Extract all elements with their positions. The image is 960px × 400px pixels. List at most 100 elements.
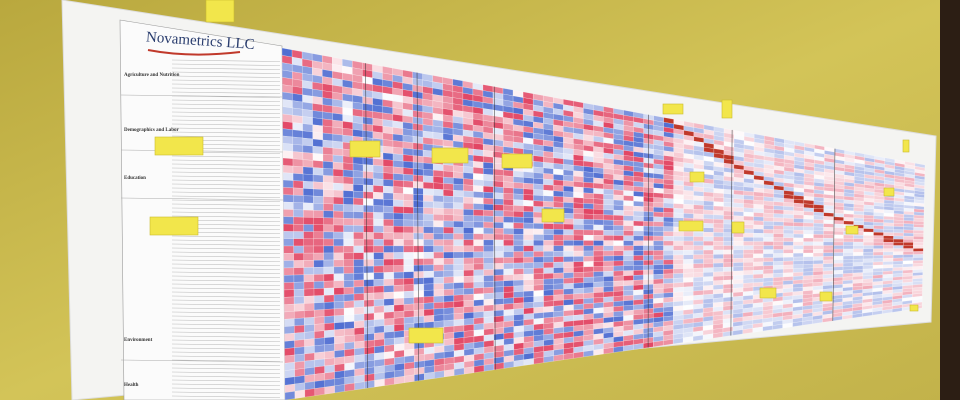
heat-cell <box>343 211 354 219</box>
heat-cell <box>593 172 604 179</box>
heat-cell <box>513 251 524 258</box>
heat-cell <box>413 303 425 311</box>
heat-cell <box>393 173 404 181</box>
heat-cell <box>503 146 514 154</box>
heat-cell <box>882 261 894 266</box>
heat-cell <box>453 319 465 327</box>
heat-cell <box>413 252 424 259</box>
heat-cell <box>743 241 754 246</box>
heat-cell <box>623 285 634 291</box>
heat-cell <box>303 267 314 275</box>
heat-cell <box>473 275 484 283</box>
heat-cell <box>332 147 344 157</box>
heat-cell <box>633 196 644 202</box>
heat-cell <box>503 257 514 264</box>
heat-cell <box>303 202 314 211</box>
heat-cell <box>384 324 395 333</box>
heat-cell <box>383 291 395 300</box>
heat-cell <box>593 193 604 200</box>
heat-cell <box>324 371 335 381</box>
heat-cell <box>663 212 674 218</box>
heat-cell <box>683 236 694 242</box>
heat-cell <box>813 223 824 228</box>
heat-cell <box>453 227 464 234</box>
heat-cell <box>623 190 634 197</box>
heat-cell <box>453 202 464 210</box>
heat-cell <box>302 145 314 154</box>
heat-cell <box>403 187 414 195</box>
heat-cell <box>613 295 624 302</box>
heat-cell <box>743 207 754 213</box>
heat-cell <box>443 189 454 197</box>
heat-cell <box>443 220 454 228</box>
heat-cell <box>374 378 385 388</box>
heat-cell <box>613 240 624 246</box>
heat-cell <box>603 301 614 308</box>
heat-cell <box>773 261 784 266</box>
heat-cell <box>633 299 644 306</box>
heat-cell <box>443 164 454 172</box>
heat-cell <box>413 239 424 246</box>
heat-cell <box>573 229 584 236</box>
heat-cell <box>823 245 834 250</box>
heat-cell <box>344 341 355 350</box>
heat-cell <box>813 245 824 250</box>
heat-cell <box>322 146 334 156</box>
heat-cell <box>533 161 544 168</box>
heat-cell <box>523 273 534 281</box>
heat-cell <box>382 146 394 154</box>
heat-cell <box>312 103 323 112</box>
heat-cell <box>852 262 864 267</box>
heat-cell <box>413 207 424 215</box>
heat-cell <box>583 292 594 299</box>
heat-cell <box>553 245 564 252</box>
heat-cell <box>563 277 574 284</box>
heat-cell <box>573 218 584 225</box>
heat-cell <box>843 241 854 246</box>
heat-cell <box>294 310 305 319</box>
heat-cell <box>673 273 684 279</box>
heat-cell <box>653 259 664 266</box>
heat-cell <box>563 185 574 193</box>
heat-cell <box>523 205 534 213</box>
heat-cell <box>553 305 564 312</box>
heat-cell <box>293 238 304 247</box>
heat-cell <box>292 129 303 139</box>
heat-cell <box>713 288 724 295</box>
heat-cell <box>493 192 504 200</box>
heat-cell <box>313 181 324 190</box>
heat-cell <box>523 217 534 224</box>
heat-cell <box>623 230 634 236</box>
row-label-line <box>171 395 281 398</box>
heat-cell <box>693 276 704 283</box>
heat-cell <box>543 234 554 241</box>
heat-cell <box>293 260 304 268</box>
heat-cell <box>523 239 534 246</box>
heat-cell <box>413 258 424 266</box>
heat-cell <box>703 289 714 295</box>
heat-cell <box>663 231 674 237</box>
heat-cell <box>322 104 333 114</box>
heat-cell <box>292 173 304 182</box>
heat-cell <box>733 274 744 280</box>
heat-cell <box>463 166 474 174</box>
heat-cell <box>303 238 314 247</box>
heat-cell <box>743 203 754 209</box>
heat-cell <box>292 122 303 131</box>
heat-cell <box>653 207 664 213</box>
heat-cell <box>763 261 774 267</box>
heat-cell <box>403 239 414 246</box>
heat-cell <box>294 317 305 327</box>
heat-cell <box>373 192 384 200</box>
heat-cell <box>703 254 714 260</box>
heat-cell <box>413 245 424 253</box>
row-label-line <box>171 359 281 362</box>
heat-cell <box>603 173 614 180</box>
heat-cell <box>503 175 514 183</box>
heat-cell <box>873 235 884 240</box>
heat-cell <box>434 345 445 354</box>
heat-cell <box>322 168 334 177</box>
heat-cell <box>503 239 514 246</box>
heat-cell <box>353 300 365 308</box>
heat-cell <box>903 239 914 243</box>
